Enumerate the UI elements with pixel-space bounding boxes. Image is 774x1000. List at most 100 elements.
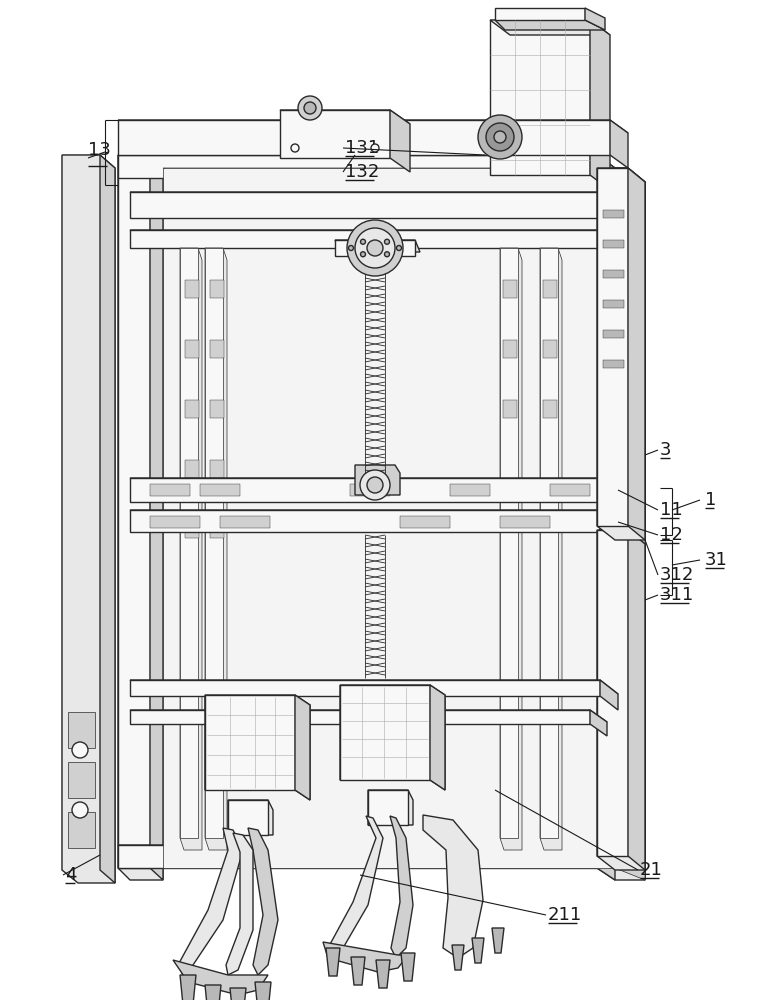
Polygon shape: [610, 192, 628, 230]
Polygon shape: [603, 240, 624, 248]
Polygon shape: [180, 248, 202, 850]
Circle shape: [355, 228, 395, 268]
Polygon shape: [185, 280, 199, 298]
Text: 3: 3: [660, 441, 672, 459]
Polygon shape: [62, 155, 115, 883]
Polygon shape: [376, 960, 390, 988]
Text: 1: 1: [705, 491, 717, 509]
Polygon shape: [350, 484, 390, 496]
Text: 11: 11: [660, 501, 683, 519]
Polygon shape: [185, 460, 199, 478]
Circle shape: [478, 115, 522, 159]
Polygon shape: [68, 762, 95, 798]
Polygon shape: [450, 484, 490, 496]
Polygon shape: [150, 155, 163, 880]
Polygon shape: [130, 510, 618, 522]
Polygon shape: [452, 945, 464, 970]
Polygon shape: [210, 280, 224, 298]
Polygon shape: [597, 168, 645, 540]
Polygon shape: [130, 230, 610, 248]
Polygon shape: [178, 828, 243, 975]
Polygon shape: [118, 155, 615, 168]
Polygon shape: [130, 680, 600, 696]
Circle shape: [385, 252, 389, 257]
Polygon shape: [503, 340, 517, 358]
Polygon shape: [335, 240, 415, 256]
Polygon shape: [205, 985, 221, 1000]
Polygon shape: [210, 520, 224, 538]
Polygon shape: [615, 168, 645, 880]
Text: 21: 21: [640, 861, 663, 879]
Polygon shape: [628, 168, 645, 540]
Circle shape: [367, 240, 383, 256]
Text: 31: 31: [705, 551, 728, 569]
Polygon shape: [228, 800, 273, 835]
Circle shape: [298, 96, 322, 120]
Polygon shape: [401, 953, 415, 981]
Text: 12: 12: [660, 526, 683, 544]
Polygon shape: [603, 360, 624, 368]
Polygon shape: [180, 975, 196, 1000]
Circle shape: [291, 144, 299, 152]
Polygon shape: [226, 833, 253, 975]
Polygon shape: [220, 516, 270, 528]
Polygon shape: [295, 695, 310, 800]
Polygon shape: [210, 340, 224, 358]
Polygon shape: [597, 530, 628, 856]
Polygon shape: [430, 685, 445, 790]
Text: 4: 4: [65, 866, 77, 884]
Polygon shape: [68, 812, 95, 848]
Polygon shape: [118, 845, 597, 868]
Polygon shape: [597, 168, 645, 880]
Polygon shape: [603, 300, 624, 308]
Polygon shape: [328, 816, 383, 958]
Polygon shape: [210, 400, 224, 418]
Polygon shape: [540, 248, 558, 838]
Polygon shape: [400, 516, 450, 528]
Polygon shape: [280, 110, 390, 158]
Polygon shape: [355, 465, 400, 495]
Polygon shape: [118, 120, 610, 155]
Polygon shape: [490, 20, 610, 35]
Circle shape: [361, 239, 365, 244]
Polygon shape: [590, 20, 610, 190]
Polygon shape: [500, 516, 550, 528]
Polygon shape: [495, 8, 585, 20]
Polygon shape: [323, 942, 408, 972]
Circle shape: [494, 131, 506, 143]
Polygon shape: [228, 800, 268, 835]
Polygon shape: [628, 530, 645, 870]
Polygon shape: [603, 330, 624, 338]
Polygon shape: [543, 340, 557, 358]
Circle shape: [72, 742, 88, 758]
Polygon shape: [130, 680, 618, 694]
Polygon shape: [118, 845, 615, 858]
Circle shape: [396, 245, 402, 250]
Polygon shape: [503, 400, 517, 418]
Text: 131: 131: [345, 139, 379, 157]
Polygon shape: [185, 340, 199, 358]
Circle shape: [304, 102, 316, 114]
Polygon shape: [118, 120, 628, 133]
Polygon shape: [390, 110, 410, 172]
Circle shape: [361, 252, 365, 257]
Polygon shape: [130, 230, 628, 245]
Polygon shape: [600, 510, 618, 542]
Circle shape: [347, 220, 403, 276]
Polygon shape: [472, 938, 484, 963]
Polygon shape: [490, 20, 590, 175]
Polygon shape: [597, 155, 615, 190]
Polygon shape: [185, 520, 199, 538]
Polygon shape: [500, 248, 522, 850]
Polygon shape: [600, 680, 618, 710]
Polygon shape: [368, 790, 413, 825]
Circle shape: [486, 123, 514, 151]
Polygon shape: [205, 695, 310, 800]
Polygon shape: [130, 478, 618, 490]
Polygon shape: [603, 210, 624, 218]
Polygon shape: [130, 192, 628, 205]
Polygon shape: [543, 280, 557, 298]
Circle shape: [367, 477, 383, 493]
Circle shape: [371, 144, 379, 152]
Text: 211: 211: [548, 906, 582, 924]
